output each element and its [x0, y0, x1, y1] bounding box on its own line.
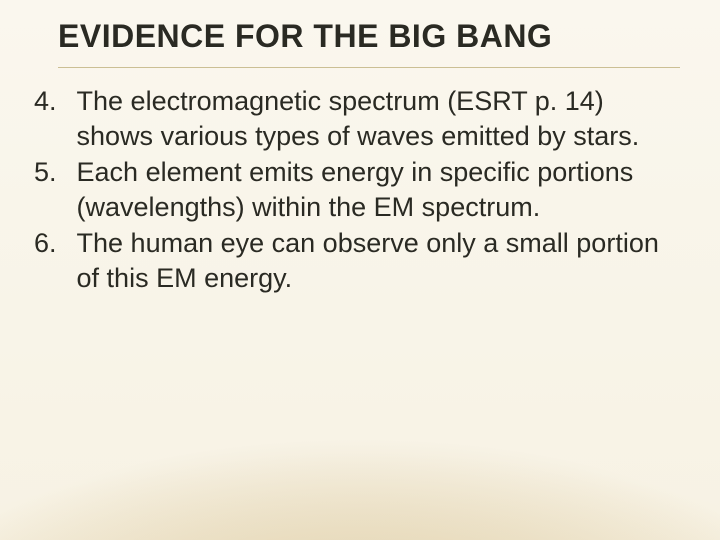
item-number: 4.	[34, 84, 63, 153]
item-text: The electromagnetic spectrum (ESRT p. 14…	[63, 84, 686, 153]
list-item: 6. The human eye can observe only a smal…	[34, 226, 686, 295]
item-number: 6.	[34, 226, 63, 295]
list-item: 4. The electromagnetic spectrum (ESRT p.…	[34, 84, 686, 153]
slide-title: EVIDENCE FOR THE BIG BANG	[58, 18, 680, 68]
list-item: 5. Each element emits energy in specific…	[34, 155, 686, 224]
item-number: 5.	[34, 155, 63, 224]
item-text: The human eye can observe only a small p…	[63, 226, 686, 295]
item-text: Each element emits energy in specific po…	[63, 155, 686, 224]
slide-body: 4. The electromagnetic spectrum (ESRT p.…	[34, 84, 686, 297]
slide: EVIDENCE FOR THE BIG BANG 4. The electro…	[0, 0, 720, 540]
